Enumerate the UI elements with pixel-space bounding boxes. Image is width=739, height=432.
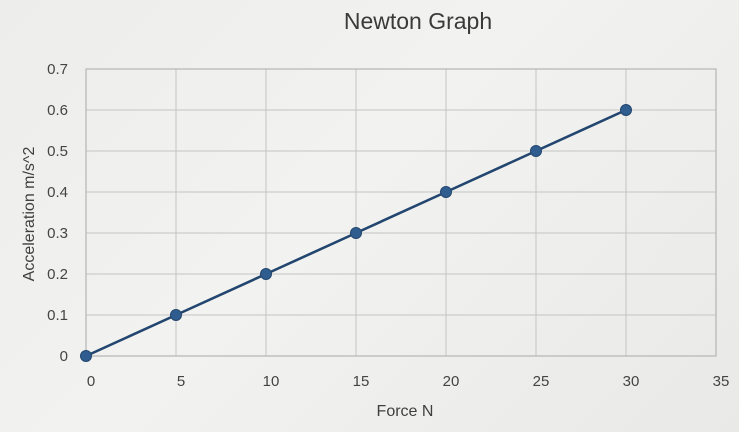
- chart-title: Newton Graph: [344, 8, 492, 34]
- y-tick-label: 0: [60, 348, 68, 365]
- data-point: [350, 227, 362, 239]
- data-point: [620, 104, 632, 116]
- grid: [85, 68, 717, 357]
- y-axis-label: Acceleration m/s^2: [21, 147, 38, 282]
- plot-frame: [85, 68, 717, 357]
- data-point: [260, 268, 272, 280]
- x-tick-label: 0: [87, 373, 95, 390]
- y-tick-label: 0.3: [47, 225, 68, 242]
- x-tick-label: 20: [443, 373, 460, 390]
- x-tick-label: 35: [713, 373, 730, 390]
- series: [80, 104, 632, 362]
- x-tick-label: 15: [353, 373, 370, 390]
- data-point: [170, 309, 182, 321]
- data-point: [530, 145, 542, 157]
- y-tick-label: 0.1: [47, 307, 68, 324]
- y-axis-ticks: 0 0.1 0.2 0.3 0.4 0.5 0.6 0.7: [47, 61, 68, 365]
- x-tick-label: 5: [177, 373, 185, 390]
- y-tick-label: 0.7: [47, 61, 68, 78]
- data-point: [80, 350, 92, 362]
- x-tick-label: 25: [533, 373, 550, 390]
- x-tick-label: 10: [263, 373, 280, 390]
- y-tick-label: 0.5: [47, 143, 68, 160]
- x-axis-label: Force N: [377, 403, 434, 420]
- y-tick-label: 0.6: [47, 102, 68, 119]
- x-tick-label: 30: [623, 373, 640, 390]
- data-point: [440, 186, 452, 198]
- y-tick-label: 0.4: [47, 184, 68, 201]
- x-axis-ticks: 0 5 10 15 20 25 30 35: [87, 373, 730, 390]
- y-tick-label: 0.2: [47, 266, 68, 283]
